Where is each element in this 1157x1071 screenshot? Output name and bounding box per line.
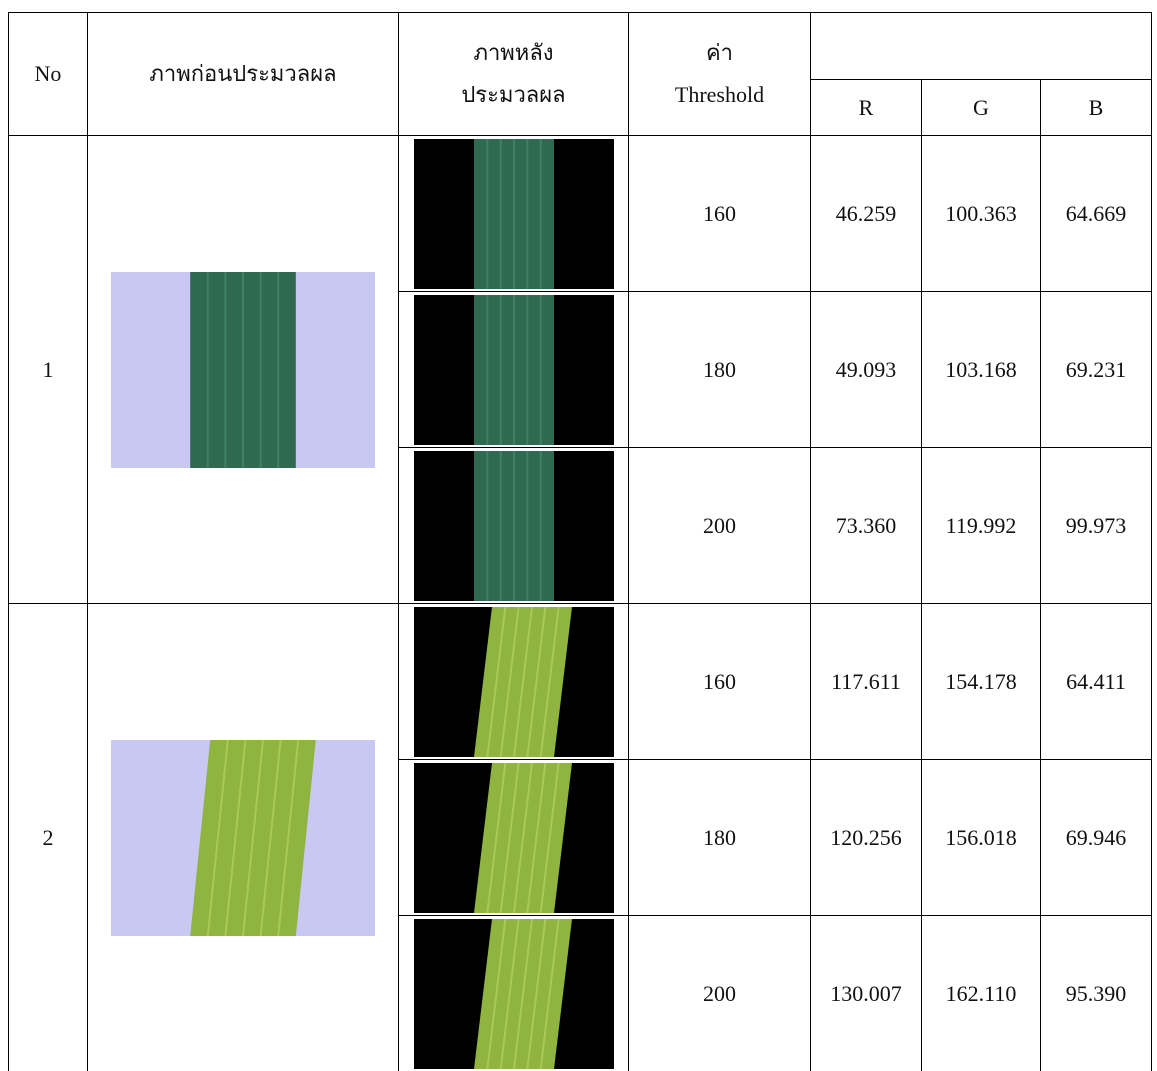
cell-value: 162.110 [922, 916, 1041, 1071]
cell-value: 103.168 [922, 292, 1041, 448]
header-line: ค่า [629, 32, 810, 74]
page: No ภาพก่อนประมวลผล ภาพหลังประมวลผล ค่าTh… [0, 0, 1157, 1071]
cell-no: 2 [9, 604, 88, 1071]
leaf-image [414, 763, 614, 913]
header-g: G [922, 80, 1041, 136]
header-r: R [811, 80, 922, 136]
cell-threshold: 160 [629, 136, 811, 292]
cell-value: 64.669 [1041, 136, 1152, 292]
cell-value: 73.360 [811, 448, 922, 604]
cell-after [399, 448, 629, 604]
cell-value: 99.973 [1041, 448, 1152, 604]
cell-value: 49.093 [811, 292, 922, 448]
cell-threshold: 180 [629, 760, 811, 916]
cell-before [88, 136, 399, 604]
cell-value: 154.178 [922, 604, 1041, 760]
cell-value: 130.007 [811, 916, 922, 1071]
cell-after [399, 604, 629, 760]
header-before: ภาพก่อนประมวลผล [88, 13, 399, 136]
cell-value: 117.611 [811, 604, 922, 760]
cell-after [399, 760, 629, 916]
cell-value: 119.992 [922, 448, 1041, 604]
cell-value: 95.390 [1041, 916, 1152, 1071]
leaf-image [414, 451, 614, 601]
cell-value: 156.018 [922, 760, 1041, 916]
cell-value: 69.946 [1041, 760, 1152, 916]
cell-value: 120.256 [811, 760, 922, 916]
cell-threshold: 160 [629, 604, 811, 760]
cell-after [399, 292, 629, 448]
cell-value: 64.411 [1041, 604, 1152, 760]
header-no: No [9, 13, 88, 136]
cell-value: 69.231 [1041, 292, 1152, 448]
leaf-image [414, 919, 614, 1069]
cell-before [88, 604, 399, 1071]
leaf-image [414, 139, 614, 289]
cell-threshold: 180 [629, 292, 811, 448]
cell-value: 100.363 [922, 136, 1041, 292]
cell-value: 46.259 [811, 136, 922, 292]
cell-after [399, 916, 629, 1071]
header-line: Threshold [629, 74, 810, 116]
cell-no: 1 [9, 136, 88, 604]
leaf-image [414, 607, 614, 757]
header-b: B [1041, 80, 1152, 136]
header-after: ภาพหลังประมวลผล [399, 13, 629, 136]
cell-after [399, 136, 629, 292]
header-rgb [811, 13, 1152, 80]
leaf-image [414, 295, 614, 445]
header-line: ภาพหลัง [399, 32, 628, 74]
leaf-image [111, 740, 375, 936]
leaf-image [111, 272, 375, 468]
header-line: ประมวลผล [399, 74, 628, 116]
cell-threshold: 200 [629, 448, 811, 604]
cell-threshold: 200 [629, 916, 811, 1071]
